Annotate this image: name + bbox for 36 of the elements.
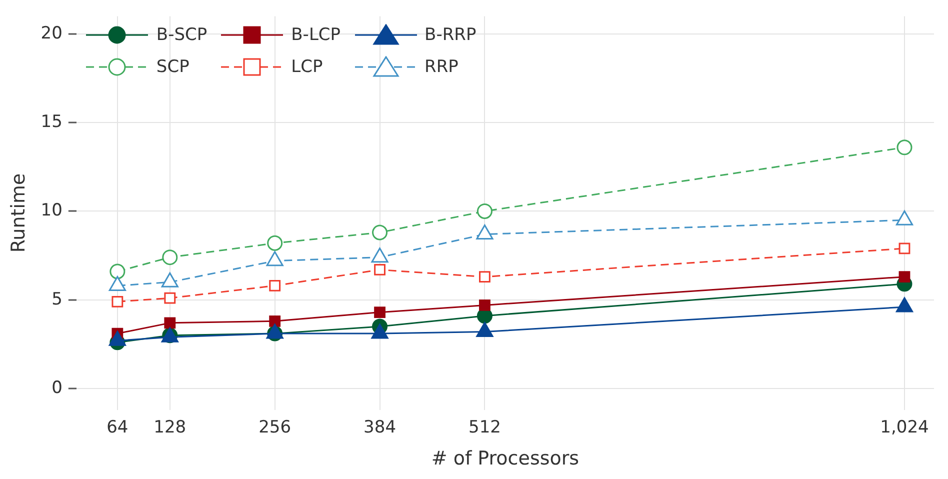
x-tick-label: 64 [106, 417, 128, 438]
legend-label: SCP [156, 57, 190, 78]
point [112, 296, 124, 308]
point [267, 235, 283, 251]
point [479, 299, 490, 311]
y-tick-label: 5 [52, 289, 62, 310]
legend-label: LCP [291, 57, 323, 78]
legend-label: RRP [424, 57, 458, 78]
legend-label: B-SCP [156, 25, 208, 46]
point [164, 317, 176, 329]
point [898, 242, 910, 254]
legend-label: B-LCP [291, 25, 341, 46]
legend-label: B-RRP [424, 25, 476, 46]
point [269, 315, 281, 327]
point [374, 306, 386, 318]
y-tick-label: 15 [40, 112, 62, 132]
x-tick-label: 1,024 [880, 417, 929, 438]
point [898, 271, 910, 283]
x-tick-label: 128 [154, 417, 186, 438]
point [372, 224, 388, 240]
x-axis-title: # of Processors [431, 448, 580, 470]
y-tick-label: 0 [52, 378, 62, 398]
y-axis-title: Runtime [7, 173, 30, 253]
point [374, 264, 386, 276]
y-tick-label: 20 [40, 23, 62, 44]
y-tick-label: 10 [40, 200, 62, 221]
x-tick-label: 384 [364, 417, 396, 438]
point [164, 292, 176, 304]
point [110, 264, 126, 280]
point [479, 271, 490, 283]
point [269, 280, 281, 292]
x-tick-label: 256 [258, 417, 292, 438]
point [162, 250, 178, 266]
x-tick-label: 512 [468, 417, 501, 438]
point [476, 203, 492, 219]
point [896, 140, 912, 156]
